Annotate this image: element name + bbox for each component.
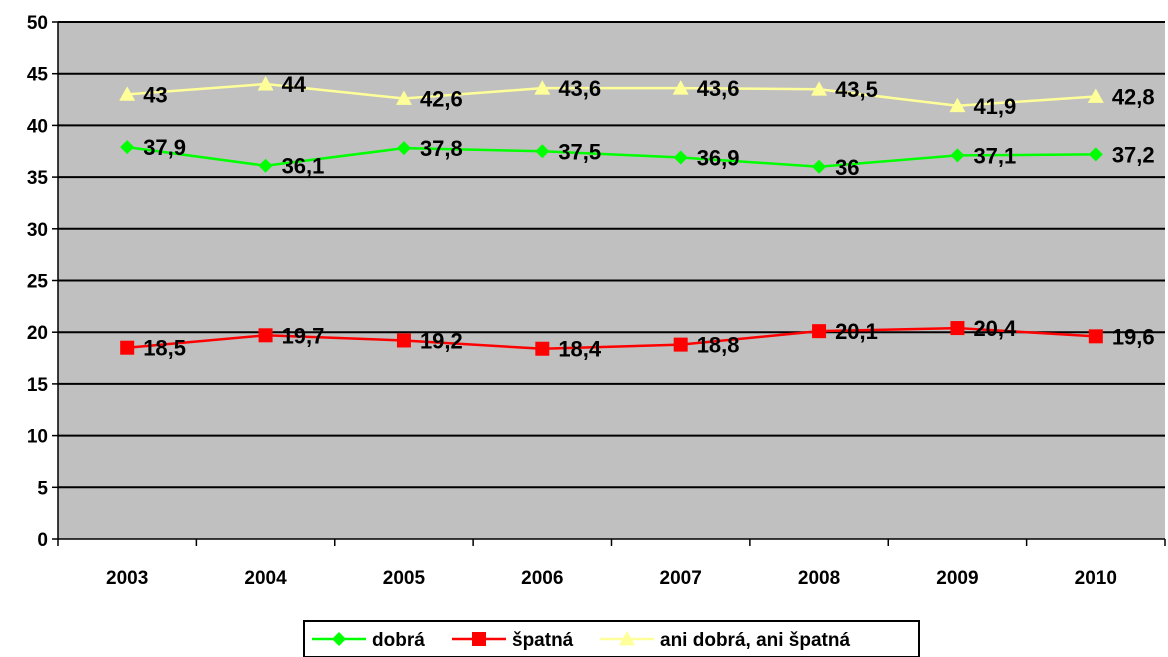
data-point (812, 324, 827, 339)
data-label: 19,2 (420, 328, 463, 353)
data-point (534, 80, 551, 95)
data-label: 43 (143, 82, 167, 107)
data-point (1088, 329, 1103, 344)
data-point (119, 86, 136, 101)
data-label: 43,6 (558, 76, 601, 101)
x-tick-label: 2006 (521, 568, 563, 589)
data-label: 19,7 (282, 323, 325, 348)
data-point (1088, 147, 1103, 162)
data-point (1087, 88, 1104, 103)
data-label: 41,9 (973, 94, 1016, 119)
y-tick-label: 15 (27, 375, 49, 396)
data-label: 36,1 (282, 154, 325, 179)
y-tick-label: 45 (27, 65, 49, 86)
data-point (396, 141, 411, 156)
series-line-2 (127, 82, 1096, 108)
data-point (672, 80, 689, 95)
data-label: 42,8 (1112, 84, 1155, 109)
x-tick-label: 2005 (383, 568, 426, 589)
data-point (949, 97, 966, 113)
data-label: 20,4 (973, 316, 1017, 341)
data-point (673, 337, 688, 352)
x-tick-label: 2004 (244, 568, 287, 589)
data-point (673, 150, 688, 165)
legend-swatch-marker (332, 632, 346, 646)
data-label: 43,6 (697, 76, 740, 101)
x-tick-label: 2009 (936, 568, 978, 589)
y-tick-label: 5 (37, 478, 48, 499)
data-label: 19,6 (1112, 324, 1155, 349)
data-point (812, 159, 827, 174)
y-tick-label: 10 (27, 427, 48, 448)
data-point (535, 144, 550, 159)
data-point (950, 148, 965, 163)
data-label: 42,6 (420, 87, 463, 112)
x-tick-label: 2003 (106, 568, 148, 589)
legend-label: dobrá (372, 630, 425, 651)
y-tick-label: 20 (27, 323, 48, 344)
data-label: 37,1 (973, 143, 1016, 168)
series-line-1 (127, 326, 1096, 350)
legend: dobrá špatná ani dobrá, ani špatná (303, 620, 920, 657)
data-point (396, 333, 411, 348)
data-point (535, 341, 550, 356)
legend-label: špatná (512, 630, 574, 651)
data-label: 18,8 (697, 333, 740, 358)
data-label: 44 (282, 72, 307, 97)
legend-label: ani dobrá, ani špatná (660, 630, 850, 651)
data-label: 18,4 (558, 337, 602, 362)
data-label: 43,5 (835, 77, 878, 102)
x-tick-label: 2008 (798, 568, 840, 589)
data-label: 37,8 (420, 136, 463, 161)
y-tick-label: 25 (27, 272, 49, 293)
y-tick-label: 30 (27, 220, 48, 241)
data-point (120, 140, 135, 155)
data-label: 37,9 (143, 135, 186, 160)
data-label: 36 (835, 155, 859, 180)
data-label: 18,5 (143, 336, 186, 361)
data-point (258, 158, 273, 173)
data-point (258, 328, 273, 343)
y-tick-label: 0 (37, 530, 48, 551)
y-tick-label: 35 (27, 168, 49, 189)
data-label: 37,2 (1112, 142, 1155, 167)
data-label: 20,1 (835, 319, 878, 344)
data-label: 37,5 (558, 139, 601, 164)
series-line-0 (127, 145, 1096, 169)
legend-swatch-marker (472, 632, 486, 646)
y-tick-label: 40 (27, 116, 48, 137)
x-tick-label: 2007 (660, 568, 702, 589)
data-label: 36,9 (697, 145, 740, 170)
data-point (395, 90, 412, 105)
data-point (950, 321, 965, 336)
data-point (257, 76, 274, 91)
y-tick-label: 50 (27, 13, 48, 34)
data-point (811, 81, 828, 96)
data-point (120, 340, 135, 355)
x-tick-label: 2010 (1075, 568, 1117, 589)
legend-swatch-marker (619, 631, 635, 646)
